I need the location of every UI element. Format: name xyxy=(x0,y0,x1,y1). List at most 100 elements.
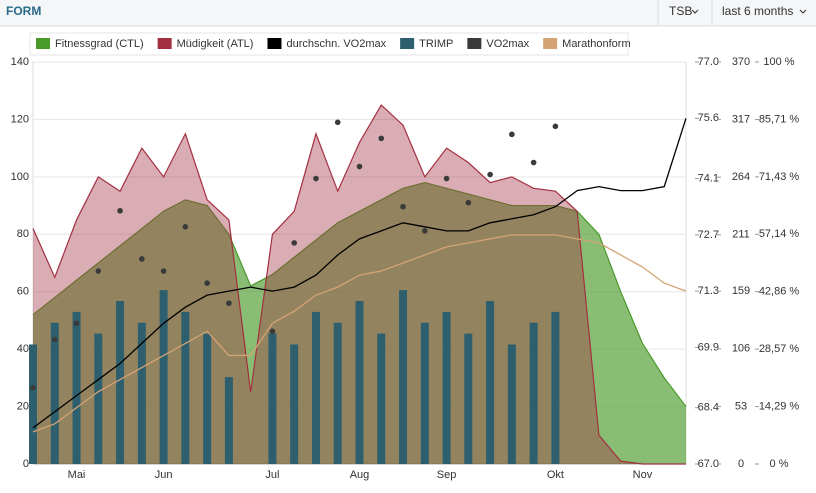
legend-label: Marathonform xyxy=(562,38,630,50)
point xyxy=(73,320,80,327)
y-tick-label: 100 % xyxy=(763,56,794,68)
bar xyxy=(377,333,386,464)
point xyxy=(30,384,36,391)
bar xyxy=(116,301,125,464)
metric-dropdown[interactable]: TSB xyxy=(669,4,692,18)
bar xyxy=(94,333,103,464)
line xyxy=(32,118,687,429)
legend-label: VO2max xyxy=(486,38,529,50)
y-tick-label: 72.7 xyxy=(698,229,719,241)
y-tick-label: 140 xyxy=(11,56,29,68)
y-tick-label: 67.0 xyxy=(698,458,719,470)
y-tick-label: 68.4 xyxy=(698,402,719,414)
point xyxy=(487,171,493,178)
bar xyxy=(333,322,342,464)
legend-swatch xyxy=(467,38,482,49)
y-tick-label: 71,43 % xyxy=(759,171,800,183)
point xyxy=(139,256,145,262)
point xyxy=(530,159,537,166)
legend-swatch xyxy=(157,38,172,49)
legend-swatch xyxy=(400,38,415,49)
header-title: FORM xyxy=(6,4,41,18)
bar xyxy=(224,377,233,464)
point xyxy=(378,135,385,142)
y-tick-label: 77.0 xyxy=(698,56,719,68)
y-tick-label: 0 xyxy=(738,458,744,470)
point xyxy=(356,163,363,170)
y-tick-label: 85,71 % xyxy=(759,113,800,125)
y-tick-label: 75.6 xyxy=(698,112,719,124)
point xyxy=(552,123,559,130)
point xyxy=(334,119,341,126)
legend-label: Fitnessgrad (CTL) xyxy=(55,38,144,50)
bar xyxy=(203,333,212,464)
point xyxy=(422,228,428,234)
bar xyxy=(486,301,495,464)
y-tick-label: 28,57 % xyxy=(759,343,800,355)
y-tick-label: 317 xyxy=(732,113,750,125)
y-tick-label: 71.3 xyxy=(698,285,719,297)
bar xyxy=(529,322,538,464)
line xyxy=(32,234,687,433)
bar xyxy=(159,290,168,464)
y-tick-label: 69.9 xyxy=(698,341,719,353)
y-tick-label: 14,29 % xyxy=(759,400,800,412)
area xyxy=(33,105,686,465)
header-bar xyxy=(0,0,816,26)
y-tick-label: 264 xyxy=(732,171,750,183)
legend-swatch xyxy=(267,38,282,49)
point xyxy=(182,224,189,230)
bar xyxy=(551,311,560,464)
point xyxy=(95,268,102,274)
x-tick-label: Aug xyxy=(350,469,370,481)
bar xyxy=(311,311,320,464)
bar xyxy=(355,301,364,464)
bar xyxy=(420,322,429,464)
point xyxy=(291,240,298,246)
x-tick-label: Mai xyxy=(68,469,86,481)
point xyxy=(509,131,515,138)
point xyxy=(204,280,210,286)
y-tick-label: 42,86 % xyxy=(759,286,800,298)
x-tick-label: Jul xyxy=(265,469,279,481)
range-dropdown[interactable]: last 6 months xyxy=(722,4,793,18)
y-tick-label: 370 xyxy=(732,56,750,68)
x-tick-label: Sep xyxy=(437,469,457,481)
legend-swatch xyxy=(36,38,50,49)
bar xyxy=(268,333,277,464)
bar xyxy=(464,333,473,464)
legend-swatch xyxy=(543,38,558,49)
y-tick-label: 80 xyxy=(17,228,29,240)
x-tick-label: Jun xyxy=(155,469,173,481)
bar xyxy=(399,290,408,464)
y-tick-label: 57,14 % xyxy=(759,228,800,240)
bar xyxy=(181,311,190,464)
legend-label: TRIMP xyxy=(419,38,453,50)
bar xyxy=(50,322,59,464)
point xyxy=(51,336,58,343)
point xyxy=(313,175,319,182)
y-tick-label: 20 xyxy=(17,400,29,412)
chevron xyxy=(799,9,807,14)
x-tick-label: Nov xyxy=(633,469,653,481)
bar xyxy=(137,322,146,464)
point xyxy=(443,175,450,182)
y-tick-label: 74.1 xyxy=(698,172,719,184)
point xyxy=(160,268,167,274)
area-edge xyxy=(32,104,686,465)
y-tick-label: 211 xyxy=(732,229,750,241)
bar xyxy=(29,344,37,464)
point xyxy=(226,300,232,307)
bar xyxy=(290,344,299,464)
y-tick-label: 53 xyxy=(735,400,747,412)
bar xyxy=(507,344,516,464)
y-tick-label: 40 xyxy=(17,343,29,355)
point xyxy=(117,207,123,214)
point xyxy=(400,203,406,210)
legend-label: durchschn. VO2max xyxy=(286,38,386,50)
y-tick-label: 159 xyxy=(732,285,750,297)
bar xyxy=(72,311,81,464)
y-tick-label: 100 xyxy=(11,171,29,183)
